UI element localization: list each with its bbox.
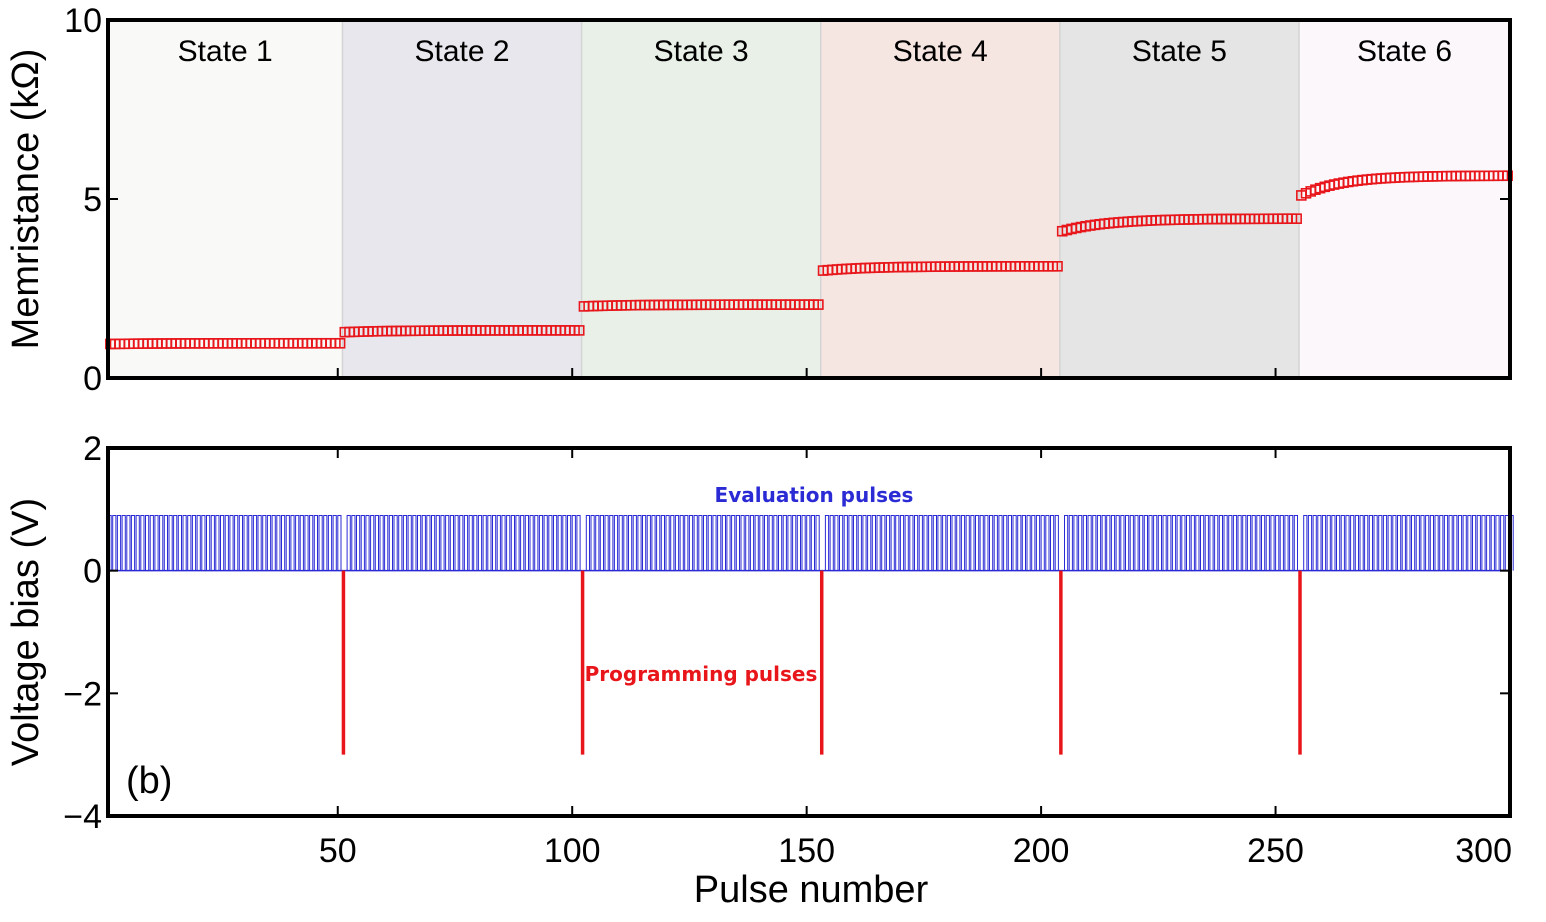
memristance-panel: State 1 State 2 State 3 State 4 State 5 State… xyxy=(5,2,1513,398)
state-band-4 xyxy=(820,20,1060,378)
state-band-1 xyxy=(108,20,343,378)
memristance-marker xyxy=(573,325,585,336)
memristance-axis-label: Memristance (kΩ) xyxy=(5,49,47,350)
state-label-6: State 6 xyxy=(1357,35,1452,68)
state-label-3: State 3 xyxy=(654,35,749,68)
memristance-marker xyxy=(813,299,824,310)
programming-pulse-train xyxy=(341,570,1302,755)
voltage-axis-label: Voltage bias (V) xyxy=(5,498,47,766)
state-label-5: State 5 xyxy=(1132,35,1227,68)
memristance-markers xyxy=(105,170,1513,350)
state-band-2 xyxy=(342,20,582,378)
panel-label: (b) xyxy=(126,760,172,802)
y-tick-label: −4 xyxy=(63,798,102,836)
memristance-marker xyxy=(334,337,346,349)
evaluation-pulses xyxy=(107,514,1514,571)
x-tick-label: 200 xyxy=(1013,832,1070,870)
state-label-2: State 2 xyxy=(414,35,509,68)
state-band-6 xyxy=(1298,20,1510,378)
pulse-number-axis-label: Pulse number xyxy=(694,869,929,911)
state-bands xyxy=(108,20,1510,378)
x-tick-label: 50 xyxy=(319,832,357,870)
x-tick-label: 300 xyxy=(1455,832,1512,870)
y-tick-label: 0 xyxy=(83,360,102,398)
memristance-marker xyxy=(1052,261,1063,272)
memristance-marker xyxy=(1291,213,1302,224)
x-tick-label: 100 xyxy=(544,832,601,870)
state-labels: State 1 State 2 State 3 State 4 State 5 State… xyxy=(178,35,1452,68)
y-tick-label: 10 xyxy=(64,2,102,40)
evaluation-pulse-train xyxy=(107,514,1514,572)
evaluation-pulses-label: Evaluation pulses xyxy=(715,483,914,507)
state-band-5 xyxy=(1059,20,1299,378)
y-tick-label: 2 xyxy=(83,430,102,468)
y-tick-label: −2 xyxy=(63,675,102,713)
memristance-marker xyxy=(1502,170,1513,182)
state-label-4: State 4 xyxy=(893,35,988,68)
x-tick-label: 250 xyxy=(1247,832,1304,870)
state-band-3 xyxy=(581,20,821,378)
state-label-1: State 1 xyxy=(178,35,273,68)
y-tick-label: 0 xyxy=(83,553,102,591)
programming-pulses-label: Programming pulses xyxy=(585,662,818,686)
bottom-axes-frame xyxy=(106,446,1512,818)
x-tick-label: 150 xyxy=(778,832,835,870)
y-tick-label: 5 xyxy=(83,181,102,219)
top-axis-ticks: 0 5 10 xyxy=(64,2,1511,398)
